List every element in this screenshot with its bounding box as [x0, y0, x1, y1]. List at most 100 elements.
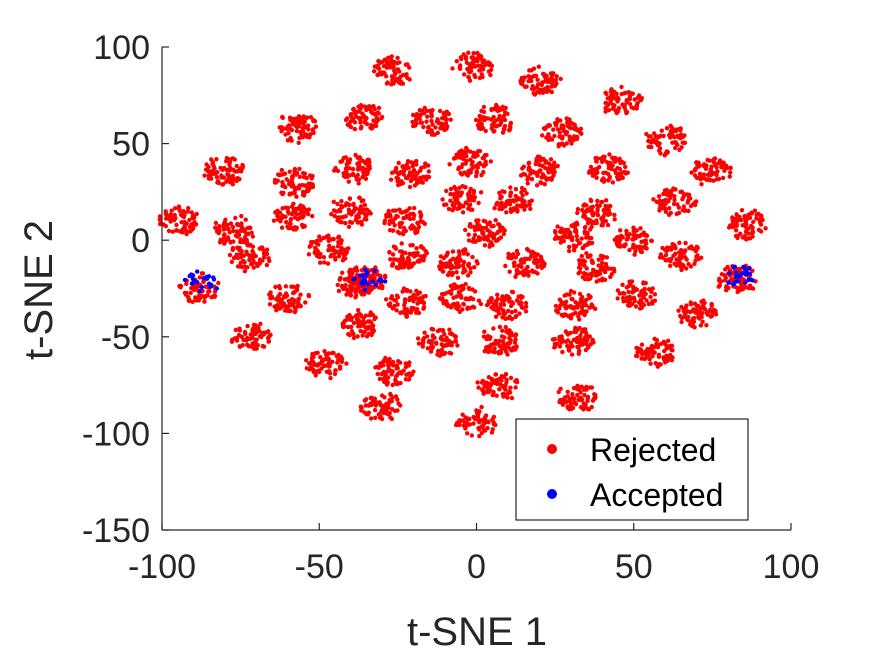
rejected-point	[489, 376, 495, 382]
rejected-point	[310, 213, 315, 219]
rejected-point	[340, 324, 346, 329]
rejected-point	[582, 392, 587, 398]
rejected-point	[215, 180, 220, 185]
rejected-point	[604, 255, 610, 260]
rejected-point	[269, 295, 275, 301]
rejected-point	[213, 220, 219, 226]
rejected-point	[662, 348, 667, 354]
rejected-point	[249, 230, 254, 235]
rejected-point	[359, 405, 364, 410]
rejected-point	[523, 309, 529, 314]
rejected-point	[515, 207, 520, 213]
rejected-point	[682, 133, 687, 138]
rejected-point	[513, 332, 519, 337]
rejected-point	[700, 319, 705, 324]
rejected-point	[181, 209, 186, 214]
rejected-point	[555, 224, 560, 229]
rejected-point	[613, 96, 618, 101]
rejected-point	[500, 328, 505, 333]
rejected-point	[287, 169, 292, 174]
rejected-point	[407, 297, 412, 303]
rejected-point	[438, 126, 443, 131]
rejected-point	[332, 213, 337, 219]
rejected-point	[351, 331, 356, 337]
rejected-point	[756, 227, 762, 233]
rejected-point	[643, 280, 648, 286]
rejected-point	[682, 208, 688, 213]
rejected-point	[514, 298, 520, 303]
rejected-point	[379, 59, 385, 65]
rejected-point	[582, 259, 587, 264]
rejected-point	[705, 157, 710, 163]
rejected-point	[340, 284, 345, 290]
rejected-point	[251, 346, 257, 351]
rejected-point	[180, 226, 186, 232]
rejected-point	[558, 229, 563, 234]
rejected-point	[334, 353, 339, 359]
rejected-point	[392, 244, 398, 250]
rejected-point	[491, 414, 497, 420]
rejected-point	[605, 103, 611, 108]
rejected-point	[244, 249, 249, 254]
rejected-point	[189, 222, 194, 227]
rejected-point	[239, 213, 244, 219]
rejected-point	[672, 197, 677, 203]
rejected-point	[572, 386, 577, 391]
rejected-point	[400, 249, 405, 255]
rejected-point	[574, 339, 579, 344]
rejected-point	[468, 270, 473, 275]
rejected-point	[578, 333, 583, 338]
rejected-point	[759, 213, 764, 219]
rejected-point	[424, 119, 429, 124]
rejected-point	[750, 230, 756, 235]
rejected-point	[343, 117, 349, 123]
rejected-point	[363, 313, 369, 318]
rejected-point	[750, 268, 755, 273]
rejected-point	[363, 167, 368, 172]
rejected-point	[585, 394, 591, 400]
rejected-point	[513, 337, 518, 342]
rejected-point	[620, 282, 625, 287]
rejected-point	[311, 361, 317, 366]
rejected-point	[599, 199, 604, 205]
rejected-point	[674, 142, 680, 148]
rejected-point	[410, 119, 415, 125]
rejected-point	[524, 84, 529, 89]
rejected-point	[389, 416, 394, 422]
rejected-point	[369, 122, 374, 128]
rejected-point	[423, 293, 428, 299]
rejected-point	[448, 198, 453, 203]
rejected-point	[349, 220, 355, 225]
rejected-point	[630, 91, 635, 96]
rejected-point	[224, 159, 229, 164]
rejected-point	[525, 181, 530, 186]
rejected-point	[403, 364, 409, 370]
rejected-point	[486, 69, 492, 74]
rejected-point	[579, 397, 585, 402]
rejected-point	[537, 162, 542, 168]
rejected-point	[446, 206, 452, 212]
rejected-point	[340, 270, 345, 275]
rejected-point	[253, 337, 258, 342]
rejected-point	[567, 407, 572, 412]
rejected-point	[468, 266, 473, 271]
rejected-point	[468, 224, 473, 229]
rejected-point	[447, 270, 452, 275]
rejected-point	[417, 116, 422, 122]
rejected-point	[681, 204, 687, 209]
rejected-point	[455, 264, 461, 270]
rejected-point	[553, 230, 558, 235]
rejected-point	[239, 169, 244, 174]
rejected-point	[368, 401, 373, 406]
accepted-point	[359, 280, 364, 286]
rejected-point	[358, 290, 364, 295]
rejected-point	[218, 165, 223, 171]
rejected-point	[675, 262, 681, 267]
rejected-point	[535, 258, 540, 263]
rejected-point	[408, 212, 413, 217]
rejected-point	[443, 350, 448, 356]
rejected-point	[332, 255, 338, 260]
rejected-point	[687, 245, 692, 251]
rejected-point	[472, 72, 477, 78]
rejected-point	[520, 82, 525, 87]
